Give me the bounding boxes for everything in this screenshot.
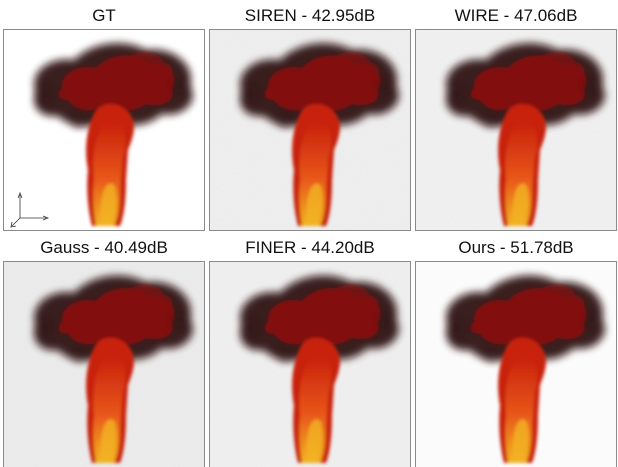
panel-caption: FINER - 44.20dB (245, 238, 375, 257)
smoke-plume-graphic (416, 30, 616, 230)
smoke-plume-graphic (4, 262, 204, 467)
volume-render-image (415, 29, 617, 231)
volume-render-image (3, 261, 205, 467)
panel-gauss: Gauss - 40.49dB (3, 235, 205, 467)
volume-render-image (209, 29, 411, 231)
panel-caption: Gauss - 40.49dB (40, 238, 168, 257)
axis-triad-icon (10, 191, 50, 228)
panel-caption: GT (92, 6, 116, 25)
panel-ours: Ours - 51.78dB (415, 235, 617, 467)
panel-finer: FINER - 44.20dB (209, 235, 411, 467)
volume-render-image (3, 29, 205, 231)
smoke-plume-graphic (4, 30, 204, 230)
smoke-plume-graphic (210, 262, 410, 467)
volume-render-image (209, 261, 411, 467)
volume-render-image (415, 261, 617, 467)
panel-caption: Ours - 51.78dB (458, 238, 574, 257)
panel-gt: GT (3, 3, 205, 231)
smoke-plume-graphic (210, 30, 410, 230)
panel-caption: SIREN - 42.95dB (244, 6, 376, 25)
panel-wire: WIRE - 47.06dB (415, 3, 617, 231)
panel-caption: WIRE - 47.06dB (454, 6, 578, 25)
smoke-plume-graphic (416, 262, 616, 467)
panel-siren: SIREN - 42.95dB (209, 3, 411, 231)
